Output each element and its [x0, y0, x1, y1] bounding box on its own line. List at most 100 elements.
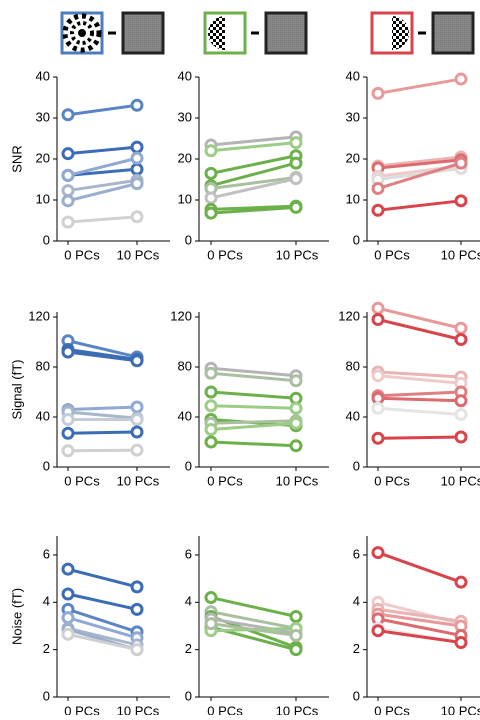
point [204, 399, 218, 413]
slope-line [210, 596, 297, 618]
x-tick-label: 10 PCs [441, 247, 480, 262]
y-tick-label: 4 [43, 594, 50, 609]
panel: 0 40 80 120 0 PCs 10 PCs [338, 301, 480, 488]
point [61, 426, 75, 440]
slope-line [67, 430, 138, 435]
x-tick-label: 10 PCs [441, 703, 480, 715]
point [454, 636, 468, 650]
y-tick-label: 40 [36, 68, 50, 83]
point [130, 177, 144, 191]
slope-line [67, 448, 138, 453]
point [289, 439, 303, 453]
slope-line [210, 205, 297, 215]
point [130, 98, 144, 112]
slope-line [210, 204, 297, 211]
panel: 0 10 20 30 40 0 PCs 10 PCs SNR [9, 68, 170, 262]
point [454, 575, 468, 589]
slope-line [210, 135, 297, 147]
slope-line [67, 607, 138, 634]
slope-line [377, 435, 462, 440]
slope-line [210, 371, 297, 383]
point [371, 182, 385, 196]
y-tick-label: 6 [353, 546, 360, 561]
y-tick-label: 80 [346, 358, 360, 373]
point [204, 166, 218, 180]
y-tick-label: 6 [43, 546, 50, 561]
slope-line [377, 161, 462, 190]
point [61, 562, 75, 576]
point [371, 301, 385, 315]
slope-line [377, 158, 462, 170]
slope-line [67, 616, 138, 640]
point [130, 354, 144, 368]
x-tick-label: 10 PCs [117, 703, 160, 715]
slope-line [377, 629, 462, 645]
y-tick-label: 0 [185, 232, 192, 247]
point [61, 587, 75, 601]
slope-line [67, 215, 138, 224]
x-tick-label: 0 PCs [374, 473, 410, 488]
point [204, 191, 218, 205]
y-tick-label: 0 [185, 458, 192, 473]
y-tick-label: 120 [170, 308, 192, 323]
slope-line [377, 612, 462, 628]
x-tick-label: 0 PCs [207, 703, 243, 715]
slope-line [377, 199, 462, 212]
slope-line [210, 161, 297, 188]
point [204, 366, 218, 380]
point [61, 184, 75, 198]
point [130, 425, 144, 439]
point [204, 617, 218, 631]
y-tick-label: 0 [43, 458, 50, 473]
slope-line [210, 622, 297, 637]
point [371, 86, 385, 100]
x-tick-label: 10 PCs [276, 247, 319, 262]
point [454, 408, 468, 421]
slope-line [210, 366, 297, 378]
slope-line [377, 155, 462, 168]
point [289, 610, 303, 623]
slope-line [377, 607, 462, 623]
slope-line [67, 156, 138, 177]
point [289, 401, 303, 415]
point [371, 546, 385, 560]
point [289, 628, 303, 642]
point [454, 194, 468, 208]
point [454, 394, 468, 408]
point [204, 206, 218, 220]
point [130, 413, 144, 426]
panel: 0 2 4 6 0 PCs 10 PCs [353, 536, 480, 718]
slope-line [377, 318, 462, 341]
y-tick-label: 10 [36, 191, 50, 206]
slope-line [67, 350, 138, 363]
y-tick-label: 0 [353, 688, 360, 703]
point [130, 400, 144, 414]
slope-line [210, 610, 297, 630]
point [130, 210, 144, 224]
y-tick-label: 4 [353, 594, 360, 609]
x-tick-label: 10 PCs [117, 473, 160, 488]
y-tick-label: 10 [178, 191, 192, 206]
point [454, 72, 468, 86]
slope-line [210, 404, 297, 410]
x-tick-label: 0 PCs [64, 473, 100, 488]
x-tick-label: 0 PCs [207, 247, 243, 262]
x-tick-label: 10 PCs [117, 247, 160, 262]
point [204, 385, 218, 399]
x-tick-label: 0 PCs [64, 247, 100, 262]
y-tick-label: 2 [353, 641, 360, 656]
slope-line [67, 167, 138, 177]
y-tick-label: 20 [346, 150, 360, 165]
y-tick-label: 40 [36, 408, 50, 423]
slope-line [377, 166, 462, 181]
point [61, 345, 75, 359]
y-tick-label: 80 [178, 358, 192, 373]
slope-line [210, 390, 297, 400]
point [371, 313, 385, 326]
point [204, 423, 218, 436]
y-axis-label: Noise (fT) [9, 588, 24, 645]
y-axis-label: Signal (fT) [9, 360, 24, 420]
point [61, 444, 75, 458]
slope-line [377, 370, 462, 379]
